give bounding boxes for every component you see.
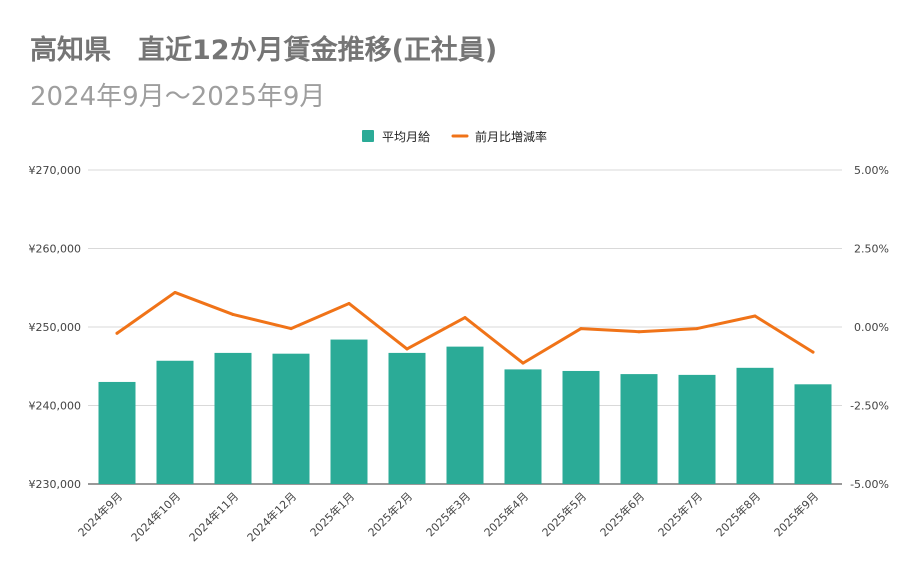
- left-axis-ticks: ¥230,000 ¥240,000 ¥250,000 ¥260,000 ¥270,000: [29, 164, 82, 491]
- legend-swatch-avg-salary: [362, 130, 374, 142]
- line-point: [289, 327, 293, 331]
- chart-subtitle: 2024年9月～2025年9月: [30, 82, 326, 112]
- right-axis-tick-label: 0.00%: [854, 321, 889, 334]
- x-axis-tick-label: 2024年10月: [128, 489, 183, 544]
- left-axis-tick-label: ¥250,000: [29, 321, 82, 334]
- bar: [736, 367, 774, 484]
- bar: [272, 353, 310, 484]
- bar: [794, 384, 832, 484]
- bar: [214, 352, 252, 484]
- bar: [98, 381, 136, 484]
- x-axis-tick-label: 2024年12月: [244, 489, 299, 544]
- legend: 平均月給 前月比増減率: [362, 129, 547, 144]
- line-point: [637, 330, 641, 334]
- bar: [446, 346, 484, 484]
- line-point: [173, 290, 177, 294]
- line-point: [521, 361, 525, 365]
- x-axis-tick-label: 2025年1月: [307, 489, 357, 539]
- line-point: [753, 314, 757, 318]
- bar: [678, 374, 716, 484]
- bar: [504, 369, 542, 484]
- line-point: [463, 316, 467, 320]
- bar: [156, 360, 194, 484]
- left-axis-tick-label: ¥230,000: [29, 478, 82, 491]
- bar: [330, 339, 368, 484]
- bar: [620, 374, 658, 484]
- x-axis-tick-label: 2025年4月: [481, 489, 531, 539]
- line-point: [695, 327, 699, 331]
- x-axis-tick-label: 2024年9月: [75, 489, 125, 539]
- x-axis-tick-label: 2025年9月: [771, 489, 821, 539]
- x-axis-ticks: 2024年9月 2024年10月 2024年11月 2024年12月 2025年1月 20…: [75, 489, 821, 544]
- bar: [388, 352, 426, 484]
- x-axis-tick-label: 2025年7月: [655, 489, 705, 539]
- x-axis-tick-label: 2025年2月: [365, 489, 415, 539]
- left-axis-tick-label: ¥260,000: [29, 243, 82, 256]
- x-axis-tick-label: 2024年11月: [186, 489, 241, 544]
- x-axis-tick-label: 2025年3月: [423, 489, 473, 539]
- left-axis-tick-label: ¥240,000: [29, 400, 82, 413]
- legend-label-mom-rate: 前月比増減率: [475, 129, 547, 144]
- line-point: [347, 301, 351, 305]
- line-series: [115, 290, 815, 365]
- chart-title: 高知県 直近12か月賃金推移(正社員): [30, 35, 498, 66]
- x-axis-tick-label: 2025年6月: [597, 489, 647, 539]
- x-axis-tick-label: 2025年5月: [539, 489, 589, 539]
- line-point: [579, 327, 583, 331]
- right-axis-tick-label: -5.00%: [850, 478, 889, 491]
- line-point: [115, 331, 119, 335]
- line-point: [811, 350, 815, 354]
- bar-series: [98, 339, 832, 484]
- left-axis-tick-label: ¥270,000: [29, 164, 82, 177]
- legend-label-avg-salary: 平均月給: [382, 130, 430, 144]
- right-axis-tick-label: 5.00%: [854, 164, 889, 177]
- right-axis-ticks: -5.00% -2.50% 0.00% 2.50% 5.00%: [850, 164, 889, 491]
- right-axis-tick-label: -2.50%: [850, 400, 889, 413]
- bar: [562, 370, 600, 484]
- line-point: [405, 347, 409, 351]
- right-axis-tick-label: 2.50%: [854, 243, 889, 256]
- x-axis-tick-label: 2025年8月: [713, 489, 763, 539]
- line-point: [231, 312, 235, 316]
